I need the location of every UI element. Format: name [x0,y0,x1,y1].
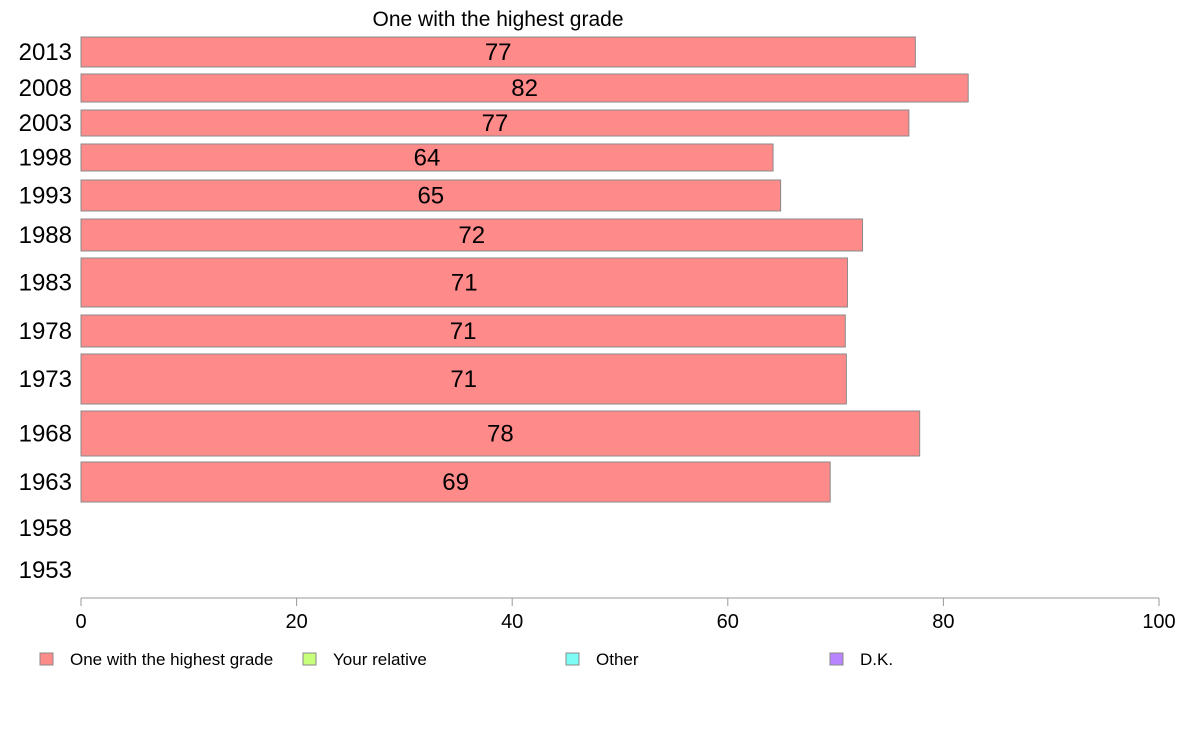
x-axis: 0 20 40 60 80 100 [75,597,1176,633]
data-label: 82 [511,75,538,102]
legend-label: One with the highest grade [70,650,273,669]
data-label: 71 [451,270,478,297]
y-tick-label: 1953 [19,557,72,584]
bar [80,109,910,137]
data-label: 71 [450,318,477,345]
y-tick-label: 1978 [19,318,72,345]
x-tick-label: 20 [285,611,307,633]
bar [80,218,864,252]
y-tick-label: 1998 [19,145,72,172]
legend-swatch [302,652,317,666]
bar [80,314,846,348]
bar [80,36,916,68]
legend-label: Other [596,650,639,669]
x-tick-label: 0 [75,611,86,633]
bar [80,461,831,503]
bar [80,73,969,103]
legend-label: Your relative [333,650,427,669]
y-tick-label: 1973 [19,366,72,393]
data-label: 71 [450,366,477,393]
bar [80,410,921,457]
data-label: 72 [458,222,485,249]
data-label: 69 [442,469,469,496]
bar [80,257,848,308]
y-tick-label: 2003 [19,110,72,137]
y-tick-label: 1968 [19,421,72,448]
data-label: 78 [487,421,514,448]
data-label: 77 [482,110,509,137]
x-tick-label: 80 [932,611,954,633]
y-tick-label: 2013 [19,39,72,66]
data-label: 64 [414,145,441,172]
bar [80,143,774,172]
legend: One with the highest grade Your relative O… [39,650,893,669]
y-tick-label: 1993 [19,183,72,210]
legend-swatch [829,652,844,666]
legend-swatch [39,652,54,666]
bar [80,179,782,212]
x-tick-label: 100 [1142,611,1175,633]
data-label: 77 [485,39,512,66]
y-tick-label: 1958 [19,515,72,542]
y-tick-label: 1963 [19,469,72,496]
data-label: 65 [417,183,444,210]
legend-label: D.K. [860,650,893,669]
x-tick-label: 40 [501,611,523,633]
y-axis-labels: 2013 2008 2003 1998 1993 1988 1983 1978 1973 1968… [19,39,72,584]
legend-swatch [565,652,580,666]
y-tick-label: 1983 [19,270,72,297]
chart-title: One with the highest grade [373,8,624,31]
y-tick-label: 1988 [19,222,72,249]
bar [80,353,847,405]
y-tick-label: 2008 [19,75,72,102]
x-tick-label: 60 [717,611,739,633]
